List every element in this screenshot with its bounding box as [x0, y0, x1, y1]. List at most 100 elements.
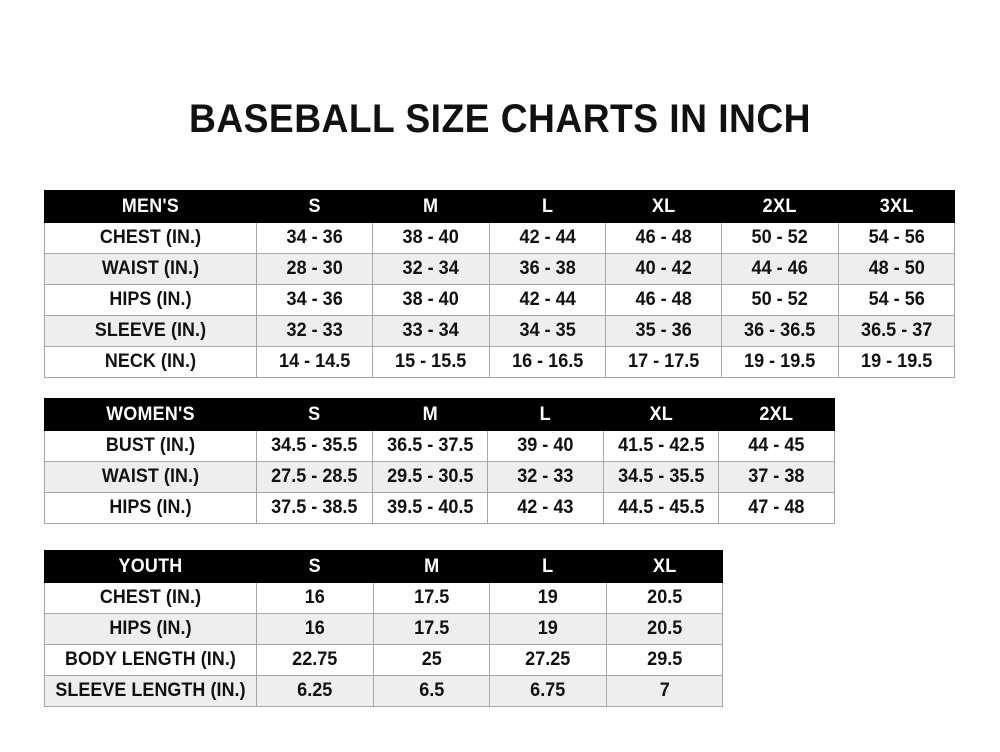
measurement-value: 34 - 36	[255, 222, 374, 254]
measurement-value: 37.5 - 38.5	[256, 492, 373, 524]
measurement-value: 35 - 36	[604, 315, 723, 347]
measurement-value: 22.75	[256, 644, 374, 676]
measurement-label: CHEST (IN.)	[44, 222, 257, 254]
measurement-label: WAIST (IN.)	[44, 461, 257, 493]
measurement-value: 17.5	[372, 582, 490, 614]
table-row: HIPS (IN.) 34 - 36 38 - 40 42 - 44 46 - 48 50…	[44, 284, 956, 316]
table-size-header-xl: XL	[604, 190, 723, 223]
measurement-value: 19	[489, 613, 607, 645]
table-header-row: MEN'S S M L XL 2XL 3XL	[44, 190, 956, 223]
table-row: WAIST (IN.) 27.5 - 28.5 29.5 - 30.5 32 - 33…	[44, 461, 835, 493]
measurement-value: 33 - 34	[372, 315, 490, 347]
measurement-value: 34 - 35	[488, 315, 606, 347]
measurement-value: 28 - 30	[255, 253, 374, 285]
table-size-header-xl: XL	[605, 550, 723, 583]
measurement-label: SLEEVE (IN.)	[44, 315, 257, 347]
measurement-value: 50 - 52	[721, 284, 839, 316]
table-size-header-s: S	[256, 398, 373, 431]
table-size-header-m: M	[371, 398, 489, 431]
measurement-value: 34.5 - 35.5	[602, 461, 720, 493]
measurement-value: 17 - 17.5	[604, 346, 723, 378]
table-row: HIPS (IN.) 37.5 - 38.5 39.5 - 40.5 42 - 43 4…	[44, 492, 835, 524]
measurement-value: 38 - 40	[372, 284, 490, 316]
measurement-value: 38 - 40	[372, 222, 490, 254]
table-size-header-m: M	[372, 550, 490, 583]
table-row: CHEST (IN.) 16 17.5 19 20.5	[44, 582, 723, 614]
measurement-value: 40 - 42	[604, 253, 723, 285]
measurement-value: 37 - 38	[718, 461, 835, 493]
measurement-value: 25	[372, 644, 490, 676]
measurement-value: 14 - 14.5	[255, 346, 374, 378]
measurement-value: 19 - 19.5	[837, 346, 956, 378]
measurement-value: 39 - 40	[487, 430, 604, 462]
measurement-value: 36 - 36.5	[721, 315, 839, 347]
table-size-header-l: L	[487, 398, 604, 431]
table-size-header-s: S	[255, 190, 374, 223]
measurement-value: 6.25	[256, 675, 374, 707]
measurement-value: 15 - 15.5	[372, 346, 490, 378]
youth-size-table: YOUTH S M L XL CHEST (IN.) 16 17.5 19 20.5 HIPS (I…	[44, 550, 723, 707]
table-size-header-2xl: 2XL	[718, 398, 835, 431]
measurement-value: 39.5 - 40.5	[371, 492, 489, 524]
measurement-value: 46 - 48	[604, 284, 723, 316]
table-row: CHEST (IN.) 34 - 36 38 - 40 42 - 44 46 - 48 5…	[44, 222, 956, 254]
measurement-label: BUST (IN.)	[44, 430, 257, 462]
measurement-value: 36.5 - 37.5	[371, 430, 489, 462]
measurement-value: 7	[605, 675, 723, 707]
measurement-label: WAIST (IN.)	[44, 253, 257, 285]
measurement-value: 42 - 43	[487, 492, 604, 524]
table-size-header-3xl: 3XL	[837, 190, 956, 223]
measurement-label: HIPS (IN.)	[44, 492, 257, 524]
table-row: SLEEVE (IN.) 32 - 33 33 - 34 34 - 35 35 - 36…	[44, 315, 956, 347]
measurement-label: BODY LENGTH (IN.)	[44, 644, 257, 676]
measurement-value: 32 - 33	[487, 461, 604, 493]
measurement-value: 6.5	[372, 675, 490, 707]
measurement-value: 44.5 - 45.5	[602, 492, 720, 524]
measurement-value: 42 - 44	[488, 284, 606, 316]
measurement-value: 54 - 56	[837, 222, 956, 254]
measurement-value: 44 - 45	[718, 430, 835, 462]
measurement-value: 20.5	[605, 613, 723, 645]
measurement-value: 34 - 36	[255, 284, 374, 316]
table-header-row: WOMEN'S S M L XL 2XL	[44, 398, 835, 431]
mens-size-table: MEN'S S M L XL 2XL 3XL CHEST (IN.) 34 - 36 38 - 4…	[44, 190, 956, 378]
measurement-value: 54 - 56	[837, 284, 956, 316]
table-row: WAIST (IN.) 28 - 30 32 - 34 36 - 38 40 - 42 4…	[44, 253, 956, 285]
measurement-value: 50 - 52	[721, 222, 839, 254]
table-size-header-l: L	[489, 550, 607, 583]
table-size-header-xl: XL	[602, 398, 720, 431]
measurement-value: 46 - 48	[604, 222, 723, 254]
measurement-label: HIPS (IN.)	[44, 613, 257, 645]
measurement-value: 19 - 19.5	[721, 346, 839, 378]
measurement-value: 20.5	[605, 582, 723, 614]
measurement-label: CHEST (IN.)	[44, 582, 257, 614]
womens-size-table: WOMEN'S S M L XL 2XL BUST (IN.) 34.5 - 35.5 36.5…	[44, 398, 835, 524]
page-title: BASEBALL SIZE CHARTS IN INCH	[188, 96, 812, 141]
measurement-value: 47 - 48	[718, 492, 835, 524]
measurement-value: 16 - 16.5	[488, 346, 606, 378]
table-size-header-l: L	[488, 190, 606, 223]
table-size-header-s: S	[256, 550, 374, 583]
measurement-value: 27.5 - 28.5	[256, 461, 373, 493]
measurement-label: HIPS (IN.)	[44, 284, 257, 316]
table-row: BODY LENGTH (IN.) 22.75 25 27.25 29.5	[44, 644, 723, 676]
measurement-value: 27.25	[489, 644, 607, 676]
measurement-value: 42 - 44	[488, 222, 606, 254]
measurement-value: 36 - 38	[488, 253, 606, 285]
measurement-value: 32 - 33	[255, 315, 374, 347]
table-row: SLEEVE LENGTH (IN.) 6.25 6.5 6.75 7	[44, 675, 723, 707]
measurement-value: 36.5 - 37	[837, 315, 956, 347]
table-header-row: YOUTH S M L XL	[44, 550, 723, 583]
measurement-value: 16	[256, 582, 374, 614]
measurement-value: 16	[256, 613, 374, 645]
measurement-value: 41.5 - 42.5	[602, 430, 720, 462]
measurement-value: 29.5	[605, 644, 723, 676]
measurement-value: 32 - 34	[372, 253, 490, 285]
measurement-value: 34.5 - 35.5	[256, 430, 373, 462]
measurement-value: 6.75	[489, 675, 607, 707]
measurement-label: SLEEVE LENGTH (IN.)	[44, 675, 257, 707]
table-size-header-m: M	[372, 190, 490, 223]
measurement-value: 29.5 - 30.5	[371, 461, 489, 493]
measurement-value: 19	[489, 582, 607, 614]
